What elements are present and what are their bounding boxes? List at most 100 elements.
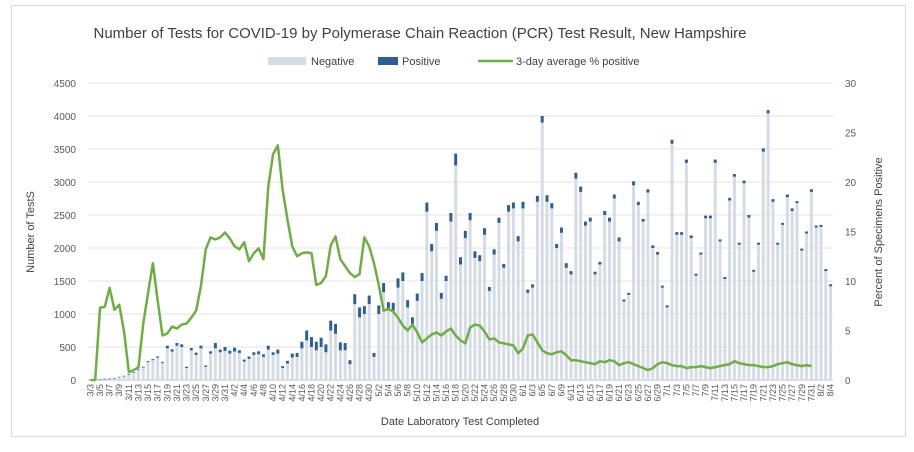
bar-negative xyxy=(660,287,664,380)
x-tick-label: 6/19 xyxy=(605,384,615,402)
bar-positive xyxy=(468,213,472,221)
bar-positive xyxy=(329,320,333,331)
x-tick-label: 4/28 xyxy=(355,384,365,402)
gridlines xyxy=(88,82,833,381)
bar-positive xyxy=(343,343,347,351)
bar-negative xyxy=(718,241,722,380)
bar-positive xyxy=(800,248,804,251)
bar-negative xyxy=(473,257,477,380)
bar-negative xyxy=(569,274,573,380)
bar-positive xyxy=(776,242,780,245)
bar-negative xyxy=(237,352,241,380)
bar-negative xyxy=(550,208,554,380)
bar-negative xyxy=(242,361,246,380)
bar-negative xyxy=(353,304,357,380)
x-tick-label: 7/15 xyxy=(730,384,740,402)
bar-positive xyxy=(334,323,338,334)
x-tick-label: 5/24 xyxy=(480,384,490,402)
bar-positive xyxy=(742,180,746,184)
bar-positive xyxy=(406,300,410,308)
bar-positive xyxy=(723,277,727,280)
bar-negative xyxy=(367,304,371,380)
bar-positive xyxy=(757,242,760,245)
bar-negative xyxy=(185,368,189,380)
bar-positive xyxy=(511,202,515,209)
x-tick-label: 3/19 xyxy=(162,384,172,402)
bar-negative xyxy=(454,165,458,380)
x-tick-label: 5/14 xyxy=(432,384,442,402)
x-tick-label: 5/26 xyxy=(489,384,499,402)
bar-negative xyxy=(468,220,472,380)
x-tick-label: 7/21 xyxy=(758,384,768,402)
y2-tick-label: 20 xyxy=(845,178,857,189)
bar-negative xyxy=(343,350,347,380)
x-tick-label: 4/12 xyxy=(278,384,288,402)
bar-positive xyxy=(223,347,227,351)
bar-negative xyxy=(757,244,760,380)
y-tick-label: 4500 xyxy=(54,79,77,90)
bar-negative xyxy=(694,275,698,380)
bar-positive xyxy=(752,269,756,272)
bar-negative xyxy=(497,222,501,380)
bar-positive xyxy=(358,307,362,318)
x-tick-label: 5/30 xyxy=(508,384,518,402)
bar-negative xyxy=(713,162,717,380)
x-tick-label: 5/28 xyxy=(499,384,509,402)
bar-positive xyxy=(507,205,511,212)
bar-negative xyxy=(492,254,496,380)
x-tick-label: 5/2 xyxy=(374,384,384,397)
bar-positive xyxy=(574,172,578,179)
bar-negative xyxy=(766,113,770,381)
bar-positive xyxy=(276,349,280,354)
bar-positive xyxy=(449,213,453,222)
bar-negative xyxy=(680,234,684,380)
x-tick-label: 3/29 xyxy=(210,384,220,402)
bar-negative xyxy=(314,350,318,380)
bar-positive xyxy=(444,275,448,281)
bar-negative xyxy=(189,350,193,380)
bar-positive xyxy=(483,228,487,235)
bar-positive xyxy=(651,245,655,248)
bar-positive xyxy=(141,366,145,368)
bar-negative xyxy=(516,241,520,380)
bar-negative xyxy=(545,201,549,380)
bar-positive xyxy=(430,244,434,252)
bar-negative xyxy=(305,340,309,380)
bar-negative xyxy=(612,198,616,380)
bar-negative xyxy=(776,244,780,380)
y-tick-label: 0 xyxy=(70,376,76,387)
bar-negative xyxy=(559,232,563,380)
y2-tick-label: 10 xyxy=(845,277,857,288)
bar-negative xyxy=(103,378,107,380)
x-tick-label: 3/15 xyxy=(143,384,153,402)
y-axis-label: Number of TestS xyxy=(25,191,37,273)
bar-negative xyxy=(771,201,775,380)
bar-positive xyxy=(459,257,462,265)
x-tick-label: 3/5 xyxy=(95,384,105,397)
bar-negative xyxy=(281,368,285,380)
bar-positive xyxy=(737,242,741,245)
y-tick-label: 3000 xyxy=(54,178,77,189)
legend-swatch-negative xyxy=(268,57,306,65)
bar-negative xyxy=(170,351,174,380)
bar-positive xyxy=(425,202,429,212)
bar-negative xyxy=(257,354,261,380)
bar-positive xyxy=(675,232,679,235)
bar-positive xyxy=(656,251,660,255)
x-tick-label: 7/7 xyxy=(691,384,701,397)
x-tick-label: 4/8 xyxy=(258,384,268,397)
bar-negative xyxy=(199,348,203,380)
bar-positive xyxy=(502,263,506,268)
x-tick-label: 7/31 xyxy=(806,384,816,402)
x-tick-label: 4/18 xyxy=(307,384,317,402)
bar-positive xyxy=(718,239,722,242)
bar-positive xyxy=(410,317,414,324)
bar-negative xyxy=(814,227,818,380)
bar-positive xyxy=(228,350,232,354)
bar-positive xyxy=(632,181,636,186)
bar-negative xyxy=(829,286,833,380)
x-tick-label: 7/19 xyxy=(749,384,759,402)
x-tick-label: 3/9 xyxy=(114,384,124,397)
y-axis-right: 0 5 10 15 20 25 30 xyxy=(845,79,857,387)
x-tick-label: 6/23 xyxy=(624,384,634,402)
